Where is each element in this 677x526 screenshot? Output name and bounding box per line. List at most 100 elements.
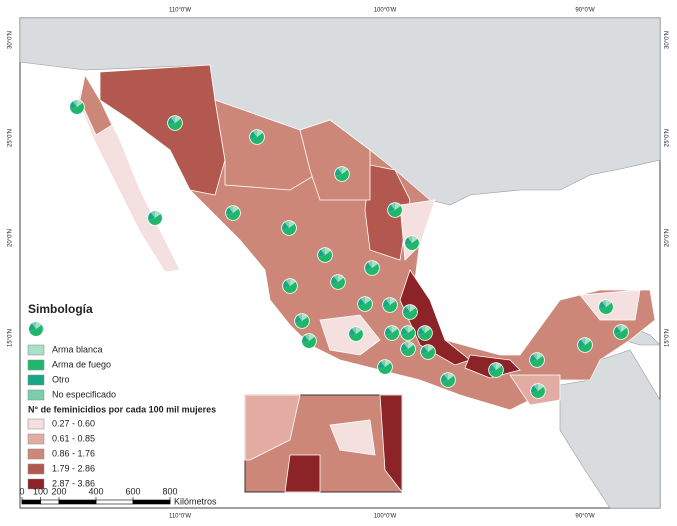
- pie-slice: [338, 275, 344, 282]
- veracruz: [399, 269, 471, 366]
- pie-slice: [385, 360, 391, 367]
- pie-slice: [531, 385, 538, 394]
- graticule: 110°0'W 110°0'W 100°0'W 100°0'W 90°0'W 90°0'W…: [8, 8, 671, 520]
- graticule-label: 30°0'N: [8, 31, 14, 49]
- pie-slice: [365, 262, 372, 271]
- graticule-label: 110°0'W: [169, 514, 191, 520]
- pie-slice: [537, 353, 543, 360]
- inset-region: [284, 454, 321, 493]
- pie-slice: [530, 355, 544, 367]
- graticule-label: 90°0'W: [575, 514, 595, 520]
- legend-swatch: [27, 389, 45, 401]
- pie-slice: [405, 238, 419, 250]
- scale-segment: [21, 499, 41, 505]
- pie-slice: [621, 325, 627, 332]
- pie-slice: [418, 328, 432, 340]
- pie-slice: [489, 365, 504, 378]
- pie-slice: [385, 328, 399, 340]
- pie-slice: [410, 305, 416, 312]
- pie-slice: [388, 204, 395, 213]
- pie-slice: [70, 101, 77, 110]
- pie-slice: [538, 384, 544, 391]
- pie-slice: [428, 345, 434, 352]
- inset: [244, 394, 403, 494]
- pie-slice: [403, 306, 410, 315]
- pie-slice: [403, 342, 408, 349]
- graticule-label: 30°0'N: [665, 31, 671, 49]
- pie-slice: [358, 299, 372, 311]
- pie-slice: [320, 248, 325, 255]
- graticule-label: 100°0'W: [374, 514, 397, 520]
- pie-slice: [72, 100, 77, 107]
- pie-slice: [530, 354, 537, 363]
- pie-slice: [168, 118, 183, 131]
- pie-slice: [496, 363, 502, 370]
- legend-swatch: [27, 463, 45, 475]
- pie-slice: [421, 347, 435, 359]
- pie-slice: [420, 326, 425, 333]
- legend-swatch: [27, 418, 45, 430]
- legend-label: 0.61 - 0.85: [52, 433, 95, 443]
- pie-slice: [31, 322, 36, 329]
- pie-slice: [349, 329, 363, 341]
- pie-slice: [175, 116, 181, 123]
- pie-slice: [531, 386, 545, 398]
- legend-title: Simbología: [28, 302, 93, 316]
- legend-label: No especificado: [52, 389, 116, 399]
- pie-slice: [404, 237, 412, 246]
- pie-slice: [599, 302, 613, 314]
- pie-slice: [491, 363, 496, 370]
- pie-slice: [257, 130, 263, 137]
- scale-segment: [40, 499, 60, 505]
- graticule-label: 25°0'N: [665, 129, 671, 147]
- pie-slice: [331, 276, 338, 285]
- pie-slice: [401, 328, 415, 340]
- coahuila: [299, 119, 371, 201]
- pie-slice: [250, 132, 264, 144]
- pie-slice: [601, 300, 606, 307]
- legend-label: 0.86 - 1.76: [52, 448, 95, 458]
- pie-slice: [333, 275, 338, 282]
- sonora: [99, 64, 226, 196]
- legend-swatch: [27, 478, 45, 490]
- legend-subtitle: N° de feminicidios por cada 100 mil muje…: [28, 404, 216, 414]
- scale-label: 800: [162, 486, 177, 496]
- pie-slice: [578, 339, 585, 348]
- pie-slice: [441, 375, 455, 387]
- pie-slice: [150, 211, 155, 218]
- pie-slice: [403, 326, 408, 333]
- pie-slice: [283, 280, 290, 289]
- graticule-label: 20°0'N: [8, 229, 14, 247]
- legend-label: 2.87 - 3.86: [52, 478, 95, 488]
- legend-swatch: [27, 344, 45, 356]
- pie-slice: [250, 131, 257, 140]
- legend-items: Arma blanca Arma de fuego Otro No especific…: [27, 321, 216, 490]
- pie-slice: [378, 362, 392, 374]
- pie-slice: [390, 298, 396, 305]
- pie-slice: [226, 208, 240, 220]
- pie-slice: [423, 345, 428, 352]
- pie-slice: [302, 314, 308, 321]
- pie-slice: [367, 261, 372, 268]
- pie-slice: [36, 322, 42, 329]
- pie-slice: [401, 344, 415, 356]
- pie-slice: [532, 353, 537, 360]
- legend-swatch: [27, 374, 45, 386]
- scale-label: 400: [88, 486, 103, 496]
- pie-slice: [614, 326, 621, 335]
- pie-slice: [441, 374, 448, 383]
- graticule-label: 100°0'W: [374, 8, 397, 14]
- pie-slice: [385, 327, 392, 336]
- pie-slice: [383, 299, 390, 308]
- inset-region: [329, 419, 376, 456]
- pie-slice: [351, 327, 356, 334]
- pie-slice: [401, 343, 408, 352]
- graticule-label: 110°0'W: [169, 8, 191, 14]
- legend: Simbología: [22, 300, 242, 485]
- pie-slice: [29, 323, 36, 332]
- pie-slice: [377, 361, 385, 370]
- pie-slice: [331, 277, 345, 289]
- pie-slice: [342, 167, 348, 174]
- pie-slice: [77, 100, 83, 107]
